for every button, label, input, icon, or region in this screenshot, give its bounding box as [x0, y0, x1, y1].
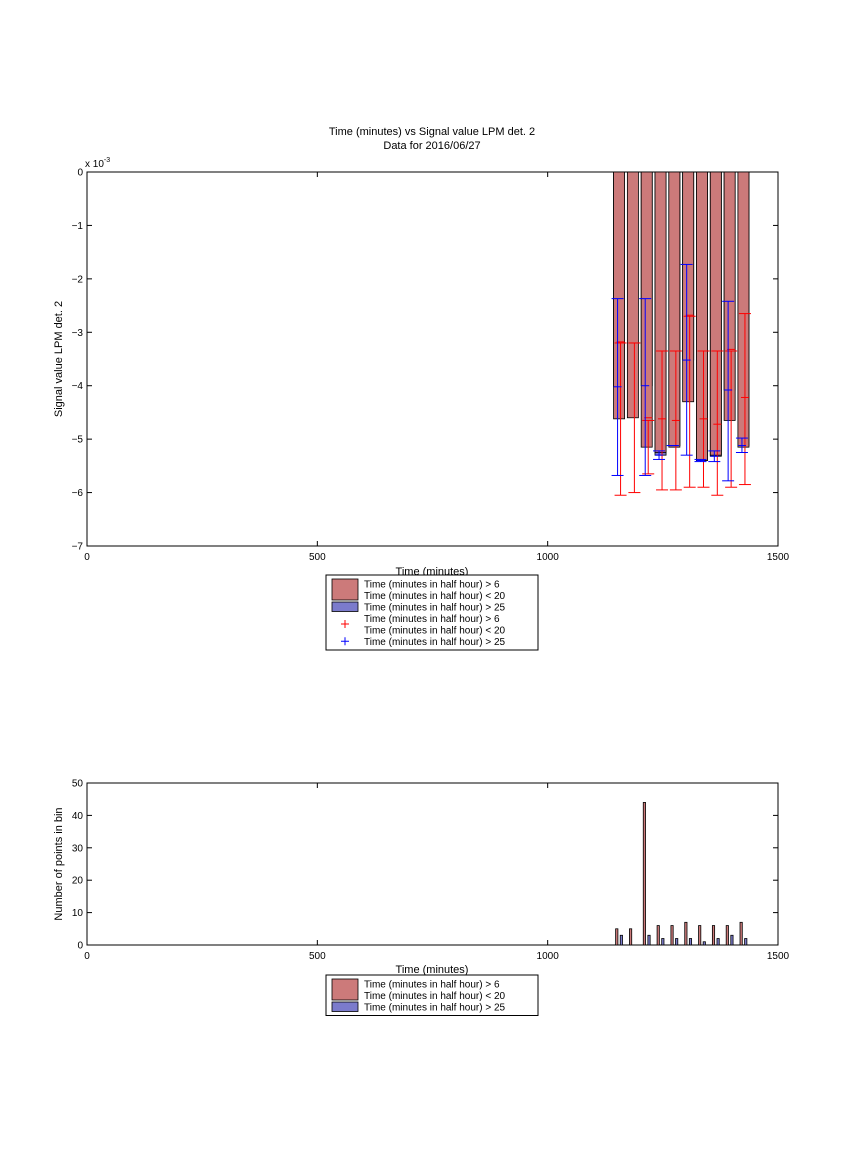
- histogram-bar-blue: [661, 938, 665, 946]
- 0-x-tick-label: 0: [84, 552, 90, 563]
- 1-x-tick-label: 0: [84, 951, 90, 962]
- 1-y-tick-label: 10: [72, 908, 84, 919]
- 0-legend-text: Time (minutes in half hour) > 6: [364, 614, 500, 625]
- histogram-bar-blue: [702, 941, 706, 946]
- bar-red: [613, 171, 625, 420]
- histogram-bar-red: [615, 928, 619, 946]
- histogram-bar-red: [642, 802, 646, 946]
- 0-plot-frame: [86, 171, 779, 547]
- 0-legend-text: Time (minutes in half hour) > 6: [364, 580, 500, 591]
- bar-red: [723, 171, 736, 421]
- signal-bar-chart: 0 500 1000 1500 0 −1 −2 −3 −4 −5 −6 −7: [72, 168, 790, 564]
- 0-legend-text: Time (minutes in half hour) > 25: [364, 603, 506, 614]
- 1-y-tick-label: 30: [72, 843, 84, 854]
- 0-legend-swatch-blue: [331, 601, 359, 612]
- histogram-bar-blue: [619, 934, 623, 946]
- 0-legend-box: [325, 574, 539, 651]
- 1-legend-text: Time (minutes in half hour) > 25: [364, 1003, 506, 1014]
- 0-x-tick-label: 1500: [767, 552, 790, 563]
- histogram-bar-red: [656, 925, 660, 946]
- histogram-bar-blue: [647, 934, 651, 946]
- 1-y-tick-label: 50: [72, 779, 84, 790]
- 0-y-tick-label: −3: [72, 328, 84, 339]
- 1-legend-box: [325, 974, 539, 1016]
- histogram-bar-blue: [675, 938, 679, 946]
- 1-x-tick-label: 1000: [537, 951, 560, 962]
- 0-y-tick-label: −1: [72, 221, 84, 232]
- 0-y-tick-label: −6: [72, 488, 84, 499]
- histogram-bar-red: [739, 921, 743, 946]
- 0-y-tick-label: −2: [72, 274, 84, 285]
- 1-y-tick-label: 0: [77, 941, 83, 952]
- chart-subtitle: Data for 2016/06/27: [383, 140, 480, 152]
- 0-legend-text: Time (minutes in half hour) < 20: [364, 591, 506, 602]
- bar-red: [737, 171, 750, 448]
- 0-legend-text: Time (minutes in half hour) < 20: [364, 626, 506, 637]
- 1-plot-frame: [86, 782, 779, 946]
- histogram-bar-blue: [730, 934, 734, 946]
- 0-x-tick-label: 1000: [537, 552, 560, 563]
- bottom-y-axis-label: Number of points in bin: [53, 807, 65, 920]
- 0-y-tick-label: −5: [72, 435, 84, 446]
- 1-x-tick-label: 500: [309, 951, 326, 962]
- bottom-x-axis-label: Time (minutes): [396, 964, 469, 976]
- 0-legend-text: Time (minutes in half hour) > 25: [364, 637, 506, 648]
- histogram-bar-red: [725, 925, 729, 946]
- top-y-axis-label: Signal value LPM det. 2: [53, 301, 65, 417]
- bar-red: [640, 171, 653, 448]
- histogram-bar-red: [670, 925, 674, 946]
- 0-y-tick-label: 0: [77, 168, 83, 179]
- 0-x-tick-label: 500: [309, 552, 326, 563]
- histogram-bar-blue: [744, 938, 748, 946]
- bar-red: [626, 171, 639, 419]
- histogram-bar-red: [698, 925, 702, 946]
- histogram-bar-blue: [688, 938, 693, 946]
- 1-legend-swatch-blue: [331, 1001, 359, 1012]
- histogram-bar-blue: [716, 938, 720, 946]
- 1-legend-text: Time (minutes in half hour) > 6: [364, 980, 500, 991]
- bar-red: [668, 171, 681, 448]
- bar-red: [696, 171, 708, 461]
- 0-y-tick-label: −7: [72, 542, 84, 553]
- histogram-bar-red: [629, 928, 633, 946]
- bar-red: [709, 171, 722, 456]
- 1-legend-text: Time (minutes in half hour) < 20: [364, 991, 506, 1002]
- 0-y-tick-label: −4: [72, 381, 84, 392]
- 1-legend-swatch-red: [331, 978, 359, 1001]
- count-bar-chart: 0 500 1000 1500 0 10 20 30 40 50: [72, 779, 790, 963]
- y-multiplier-label: x 10-3: [85, 157, 110, 170]
- 1-x-tick-label: 1500: [767, 951, 790, 962]
- 0-legend-swatch-red: [331, 578, 359, 601]
- chart-title: Time (minutes) vs Signal value LPM det. …: [329, 126, 535, 138]
- bar-red: [654, 171, 667, 453]
- histogram-bar-red: [684, 921, 688, 946]
- 1-y-tick-label: 20: [72, 876, 84, 887]
- histogram-bar-red: [711, 925, 716, 946]
- bar-red: [682, 171, 695, 403]
- 1-y-tick-label: 40: [72, 811, 84, 822]
